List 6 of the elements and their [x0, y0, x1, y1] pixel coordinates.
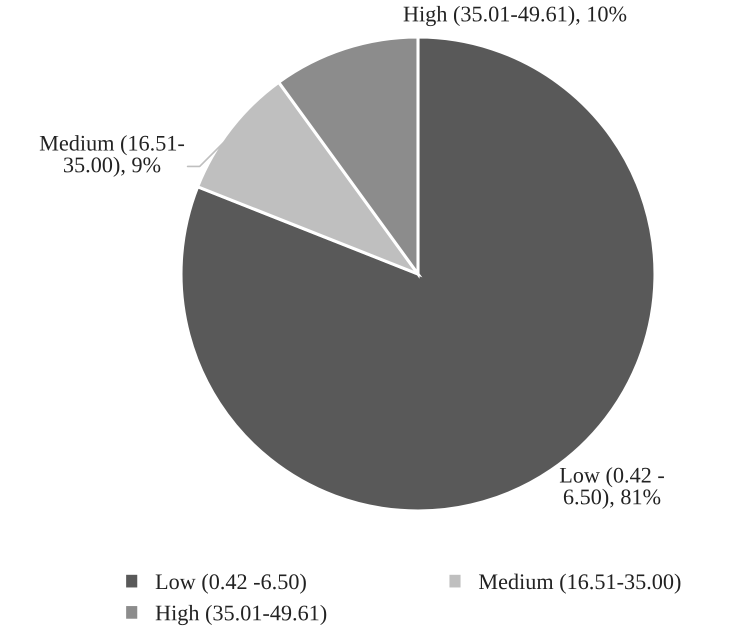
legend-label: Medium (16.51-35.00) — [478, 574, 680, 594]
legend-label: High (35.01-49.61) — [156, 604, 326, 626]
data-label: High (35.01-49.61), 10% — [404, 6, 626, 26]
legend-label: Low (0.42 -6.50) — [156, 574, 306, 594]
data-label: Medium (16.51- 35.00), 9% — [40, 135, 184, 177]
data-label: Low (0.42 - 6.50), 81% — [560, 467, 664, 509]
